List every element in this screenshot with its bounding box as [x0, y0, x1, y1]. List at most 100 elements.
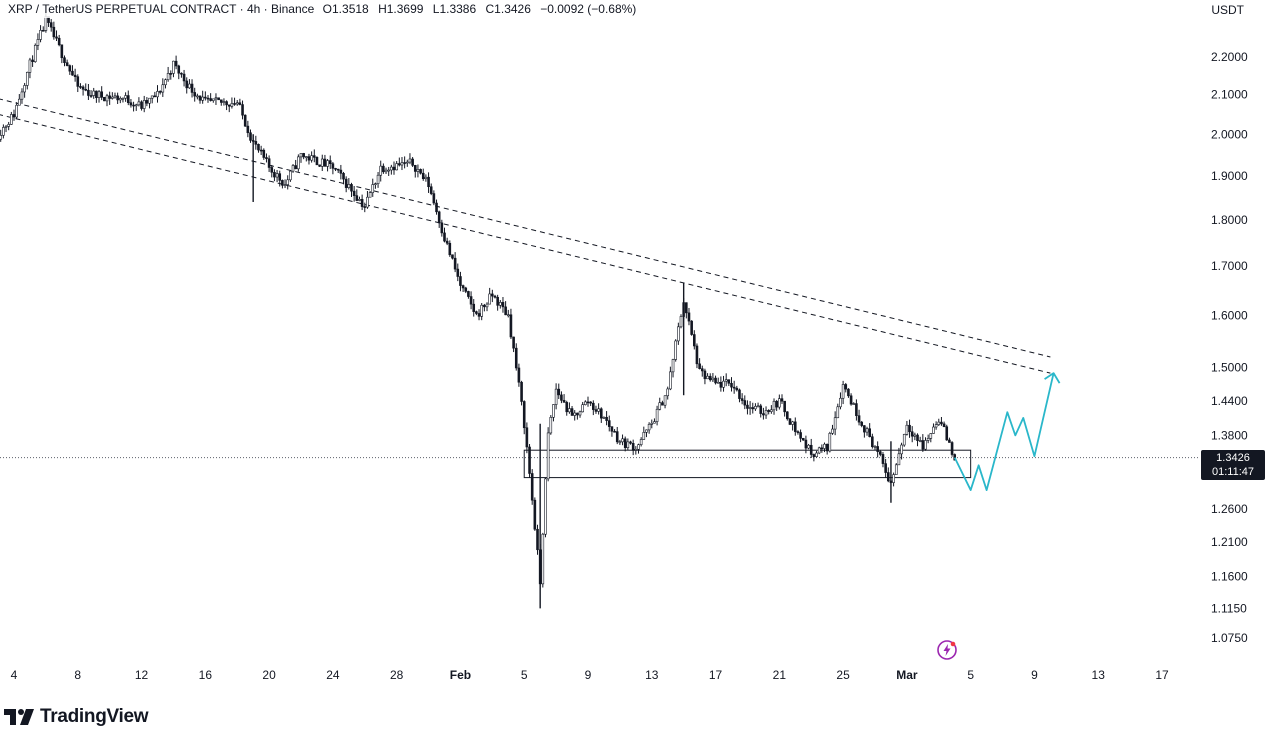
candle-body	[504, 306, 507, 316]
candle-body	[613, 430, 616, 433]
candle-body	[360, 199, 364, 207]
candle-body	[743, 400, 747, 406]
x-tick-label: 13	[645, 668, 659, 682]
candle-body	[786, 411, 789, 420]
candle-body	[902, 434, 906, 446]
candle-body	[626, 441, 630, 448]
candle-body	[637, 444, 640, 450]
candle-body	[514, 347, 518, 369]
candle-body	[924, 440, 927, 450]
candle-body	[124, 95, 127, 99]
candle-body	[368, 192, 372, 198]
candle-body	[182, 73, 186, 82]
projection-arrowhead	[1044, 372, 1061, 384]
candle-body	[544, 478, 547, 535]
candle-body	[71, 70, 74, 76]
candle-body	[533, 499, 537, 530]
brand-name: TradingView	[40, 706, 149, 727]
x-tick-label: 20	[262, 668, 276, 682]
candle-body	[318, 164, 321, 167]
candle-body	[716, 381, 720, 384]
candle-body	[79, 86, 82, 88]
currency-label[interactable]: USDT	[1211, 3, 1244, 17]
candle-body	[302, 153, 305, 158]
candle-body	[770, 409, 773, 412]
candle-body	[363, 206, 367, 208]
candle-body	[905, 424, 909, 435]
candle-body	[118, 98, 122, 101]
candle-body	[900, 444, 903, 455]
x-tick-label: 4	[11, 668, 18, 682]
candle-body	[4, 126, 8, 128]
candle-body	[528, 446, 531, 474]
candle-body	[188, 83, 191, 89]
candle-body	[10, 114, 13, 125]
candle-body	[180, 72, 183, 75]
candle-body	[347, 184, 351, 188]
candle-body	[706, 375, 709, 380]
candle-body	[193, 92, 197, 97]
candle-body	[831, 428, 834, 434]
flash-icon[interactable]	[936, 639, 958, 661]
candle-body	[496, 296, 499, 306]
candle-body	[196, 95, 199, 98]
candle-body	[129, 102, 133, 106]
candle-body	[469, 296, 473, 305]
symbol-title[interactable]: XRP / TetherUS PERPETUAL CONTRACT · 4h ·…	[8, 2, 315, 16]
candle-body	[926, 438, 930, 441]
candle-body	[687, 312, 691, 322]
candle-body	[95, 90, 98, 98]
y-tick-label: 1.5000	[1211, 361, 1248, 375]
candle-body	[294, 165, 297, 170]
candle-body	[241, 104, 244, 116]
candle-body	[246, 125, 250, 134]
candle-body	[602, 416, 606, 419]
candle-body	[427, 176, 430, 188]
candle-body	[623, 438, 627, 448]
candle-body	[685, 302, 688, 314]
candle-body	[233, 103, 236, 105]
candle-body	[783, 400, 786, 413]
y-tick-label: 1.9000	[1211, 169, 1248, 183]
y-tick-label: 1.3800	[1211, 428, 1248, 442]
candle-body	[825, 443, 829, 452]
candle-body	[2, 127, 5, 136]
candle-body	[807, 444, 810, 449]
last-price-tag: 1.3426 01:11:47	[1201, 450, 1265, 480]
candle-body	[111, 96, 114, 99]
candle-body	[12, 114, 16, 118]
candle-body	[376, 174, 380, 184]
candle-body	[153, 95, 157, 98]
candle-body	[403, 162, 406, 164]
candle-body	[754, 406, 757, 410]
candle-body	[76, 76, 80, 87]
candle-body	[767, 410, 771, 412]
candle-body	[549, 416, 553, 434]
tradingview-logo[interactable]: TradingView	[4, 705, 149, 729]
candle-body	[589, 401, 592, 404]
symbol-header: XRP / TetherUS PERPETUAL CONTRACT · 4h ·…	[6, 2, 639, 18]
candle-body	[700, 368, 704, 372]
candle-body	[735, 387, 739, 391]
candle-body	[799, 432, 802, 439]
candle-body	[932, 426, 935, 434]
candle-body	[73, 74, 77, 77]
candle-body	[873, 446, 877, 448]
candle-body	[607, 420, 611, 427]
candle-body	[15, 104, 18, 118]
y-tick-label: 1.6000	[1211, 308, 1248, 322]
candle-body	[148, 97, 151, 104]
candle-body	[445, 240, 449, 244]
candle-body	[714, 377, 717, 384]
candle-body	[921, 440, 925, 450]
candle-body	[36, 39, 40, 46]
tradingview-logo-icon	[4, 709, 34, 725]
x-tick-label: 9	[585, 668, 592, 682]
candle-body	[299, 153, 303, 158]
candle-body	[940, 421, 943, 425]
candle-body	[871, 436, 874, 448]
candle-body	[190, 83, 194, 93]
candle-body	[823, 443, 826, 449]
candle-body	[541, 533, 545, 585]
